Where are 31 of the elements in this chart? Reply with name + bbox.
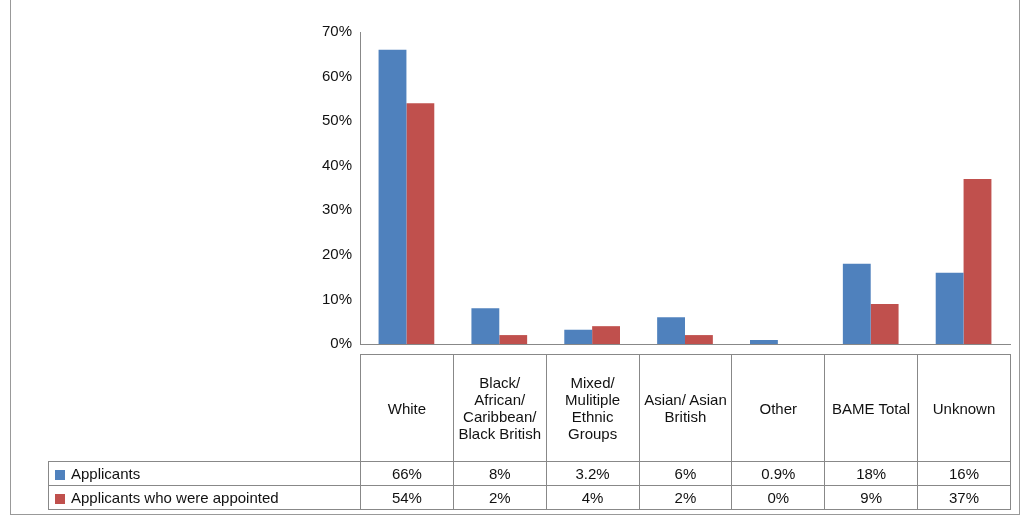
x-tick-label: White bbox=[360, 354, 454, 462]
data-label: 0.9% bbox=[731, 461, 825, 486]
data-label: 2% bbox=[453, 485, 547, 510]
data-label: 4% bbox=[546, 485, 640, 510]
data-label: 16% bbox=[917, 461, 1011, 486]
data-label: 0% bbox=[731, 485, 825, 510]
y-tick-label: 40% bbox=[321, 155, 352, 173]
y-tick-label: 20% bbox=[321, 245, 352, 262]
x-tick-label: Mixed/ Mulitiple Ethnic Groups bbox=[546, 354, 640, 462]
data-label: 6% bbox=[639, 461, 732, 486]
legend-label: Applicants bbox=[48, 461, 361, 486]
data-label: 66% bbox=[360, 461, 454, 486]
x-tick-label: BAME Total bbox=[824, 354, 918, 462]
y-tick-label: 50% bbox=[321, 111, 352, 129]
y-tick-label: 30% bbox=[321, 200, 352, 218]
y-tick-label: 0% bbox=[330, 334, 352, 352]
y-tick-label: 70% bbox=[321, 22, 352, 40]
data-label: 3.2% bbox=[546, 461, 640, 486]
data-label: 8% bbox=[453, 461, 547, 486]
y-tick-label: 10% bbox=[321, 289, 352, 307]
data-label: 2% bbox=[639, 485, 732, 510]
x-tick-label: Asian/ Asian British bbox=[639, 354, 732, 462]
y-tick-label: 60% bbox=[321, 66, 352, 84]
x-tick-label: Other bbox=[731, 354, 825, 462]
legend-label: Applicants who were appointed bbox=[48, 485, 361, 510]
data-label: 54% bbox=[360, 485, 454, 510]
data-label: 37% bbox=[917, 485, 1011, 510]
data-label: 18% bbox=[824, 461, 918, 486]
x-tick-label: Unknown bbox=[917, 354, 1011, 462]
x-tick-label: Black/ African/ Caribbean/ Black British bbox=[453, 354, 547, 462]
data-label: 9% bbox=[824, 485, 918, 510]
